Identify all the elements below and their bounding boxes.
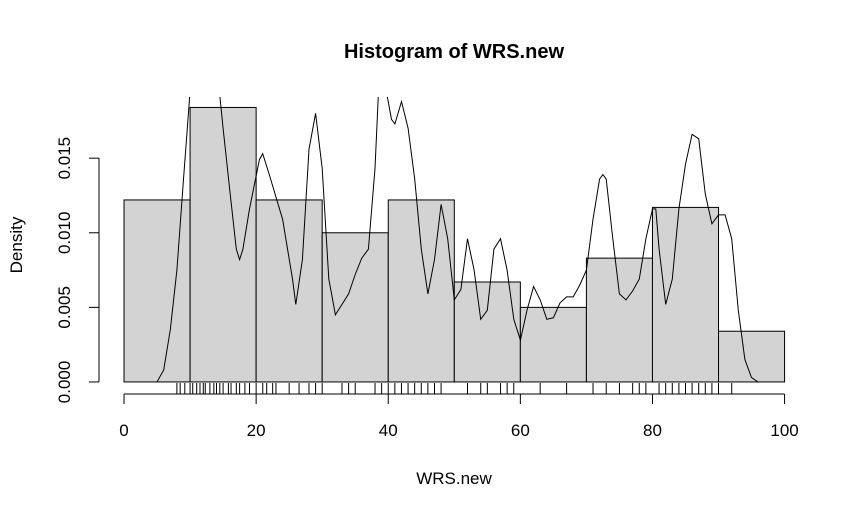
bar [585, 257, 653, 383]
bar [387, 199, 455, 383]
bar [453, 281, 521, 383]
y-label: Density [7, 216, 26, 273]
y-tick-label: 0.015 [55, 137, 74, 180]
x-tick-label: 40 [379, 421, 398, 440]
bar [519, 306, 587, 383]
y-tick-label: 0.010 [55, 211, 74, 254]
x-label: WRS.new [416, 469, 492, 488]
y-tick-label: 0.005 [55, 286, 74, 329]
chart-title: Histogram of WRS.new [344, 41, 564, 63]
y-tick-label: 0.000 [55, 361, 74, 404]
bar [321, 232, 389, 383]
bar [651, 206, 720, 383]
x-tick-label: 20 [247, 421, 266, 440]
x-tick-label: 0 [119, 421, 128, 440]
x-tick-label: 80 [643, 421, 662, 440]
bar [189, 106, 257, 383]
x-tick-label: 60 [511, 421, 530, 440]
plot-area [123, 97, 786, 394]
bar [123, 199, 191, 383]
x-tick-label: 100 [770, 421, 798, 440]
density-line [156, 97, 759, 383]
bar [718, 330, 786, 383]
bar [255, 199, 323, 383]
